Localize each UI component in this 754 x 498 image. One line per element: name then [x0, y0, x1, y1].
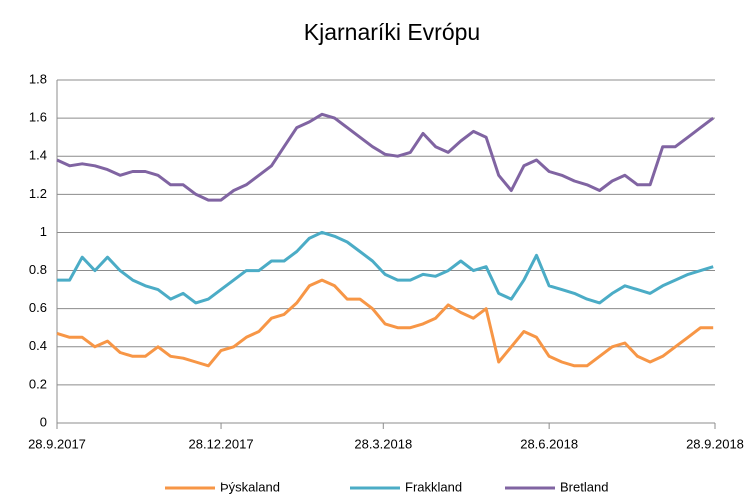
- y-tick-label: 0: [40, 414, 47, 429]
- y-tick-label: 0.2: [29, 376, 47, 391]
- y-tick-label: 0.4: [29, 338, 47, 353]
- x-tick-label: 28.6.2018: [520, 436, 578, 451]
- y-tick-label: 0.6: [29, 300, 47, 315]
- x-tick-label: 28.9.2017: [28, 436, 86, 451]
- legend-label: Frakkland: [405, 479, 462, 494]
- y-tick-label: 1: [40, 224, 47, 239]
- y-tick-label: 1.4: [29, 148, 47, 163]
- x-tick-label: 28.3.2018: [354, 436, 412, 451]
- legend-label: Bretland: [560, 479, 608, 494]
- series-line: [56, 112, 715, 202]
- y-tick-label: 1.6: [29, 110, 47, 125]
- series-line: [57, 230, 714, 305]
- y-tick-label: 1.8: [29, 71, 47, 86]
- x-tick-label: 28.9.2018: [686, 436, 744, 451]
- chart-title: Kjarnaríki Evrópu: [304, 19, 480, 45]
- legend-label: Þýskaland: [220, 479, 280, 494]
- x-tick-label: 28.12.2017: [189, 436, 254, 451]
- y-tick-label: 1.2: [29, 186, 47, 201]
- series-line: [56, 278, 714, 368]
- y-tick-label: 0.8: [29, 262, 47, 277]
